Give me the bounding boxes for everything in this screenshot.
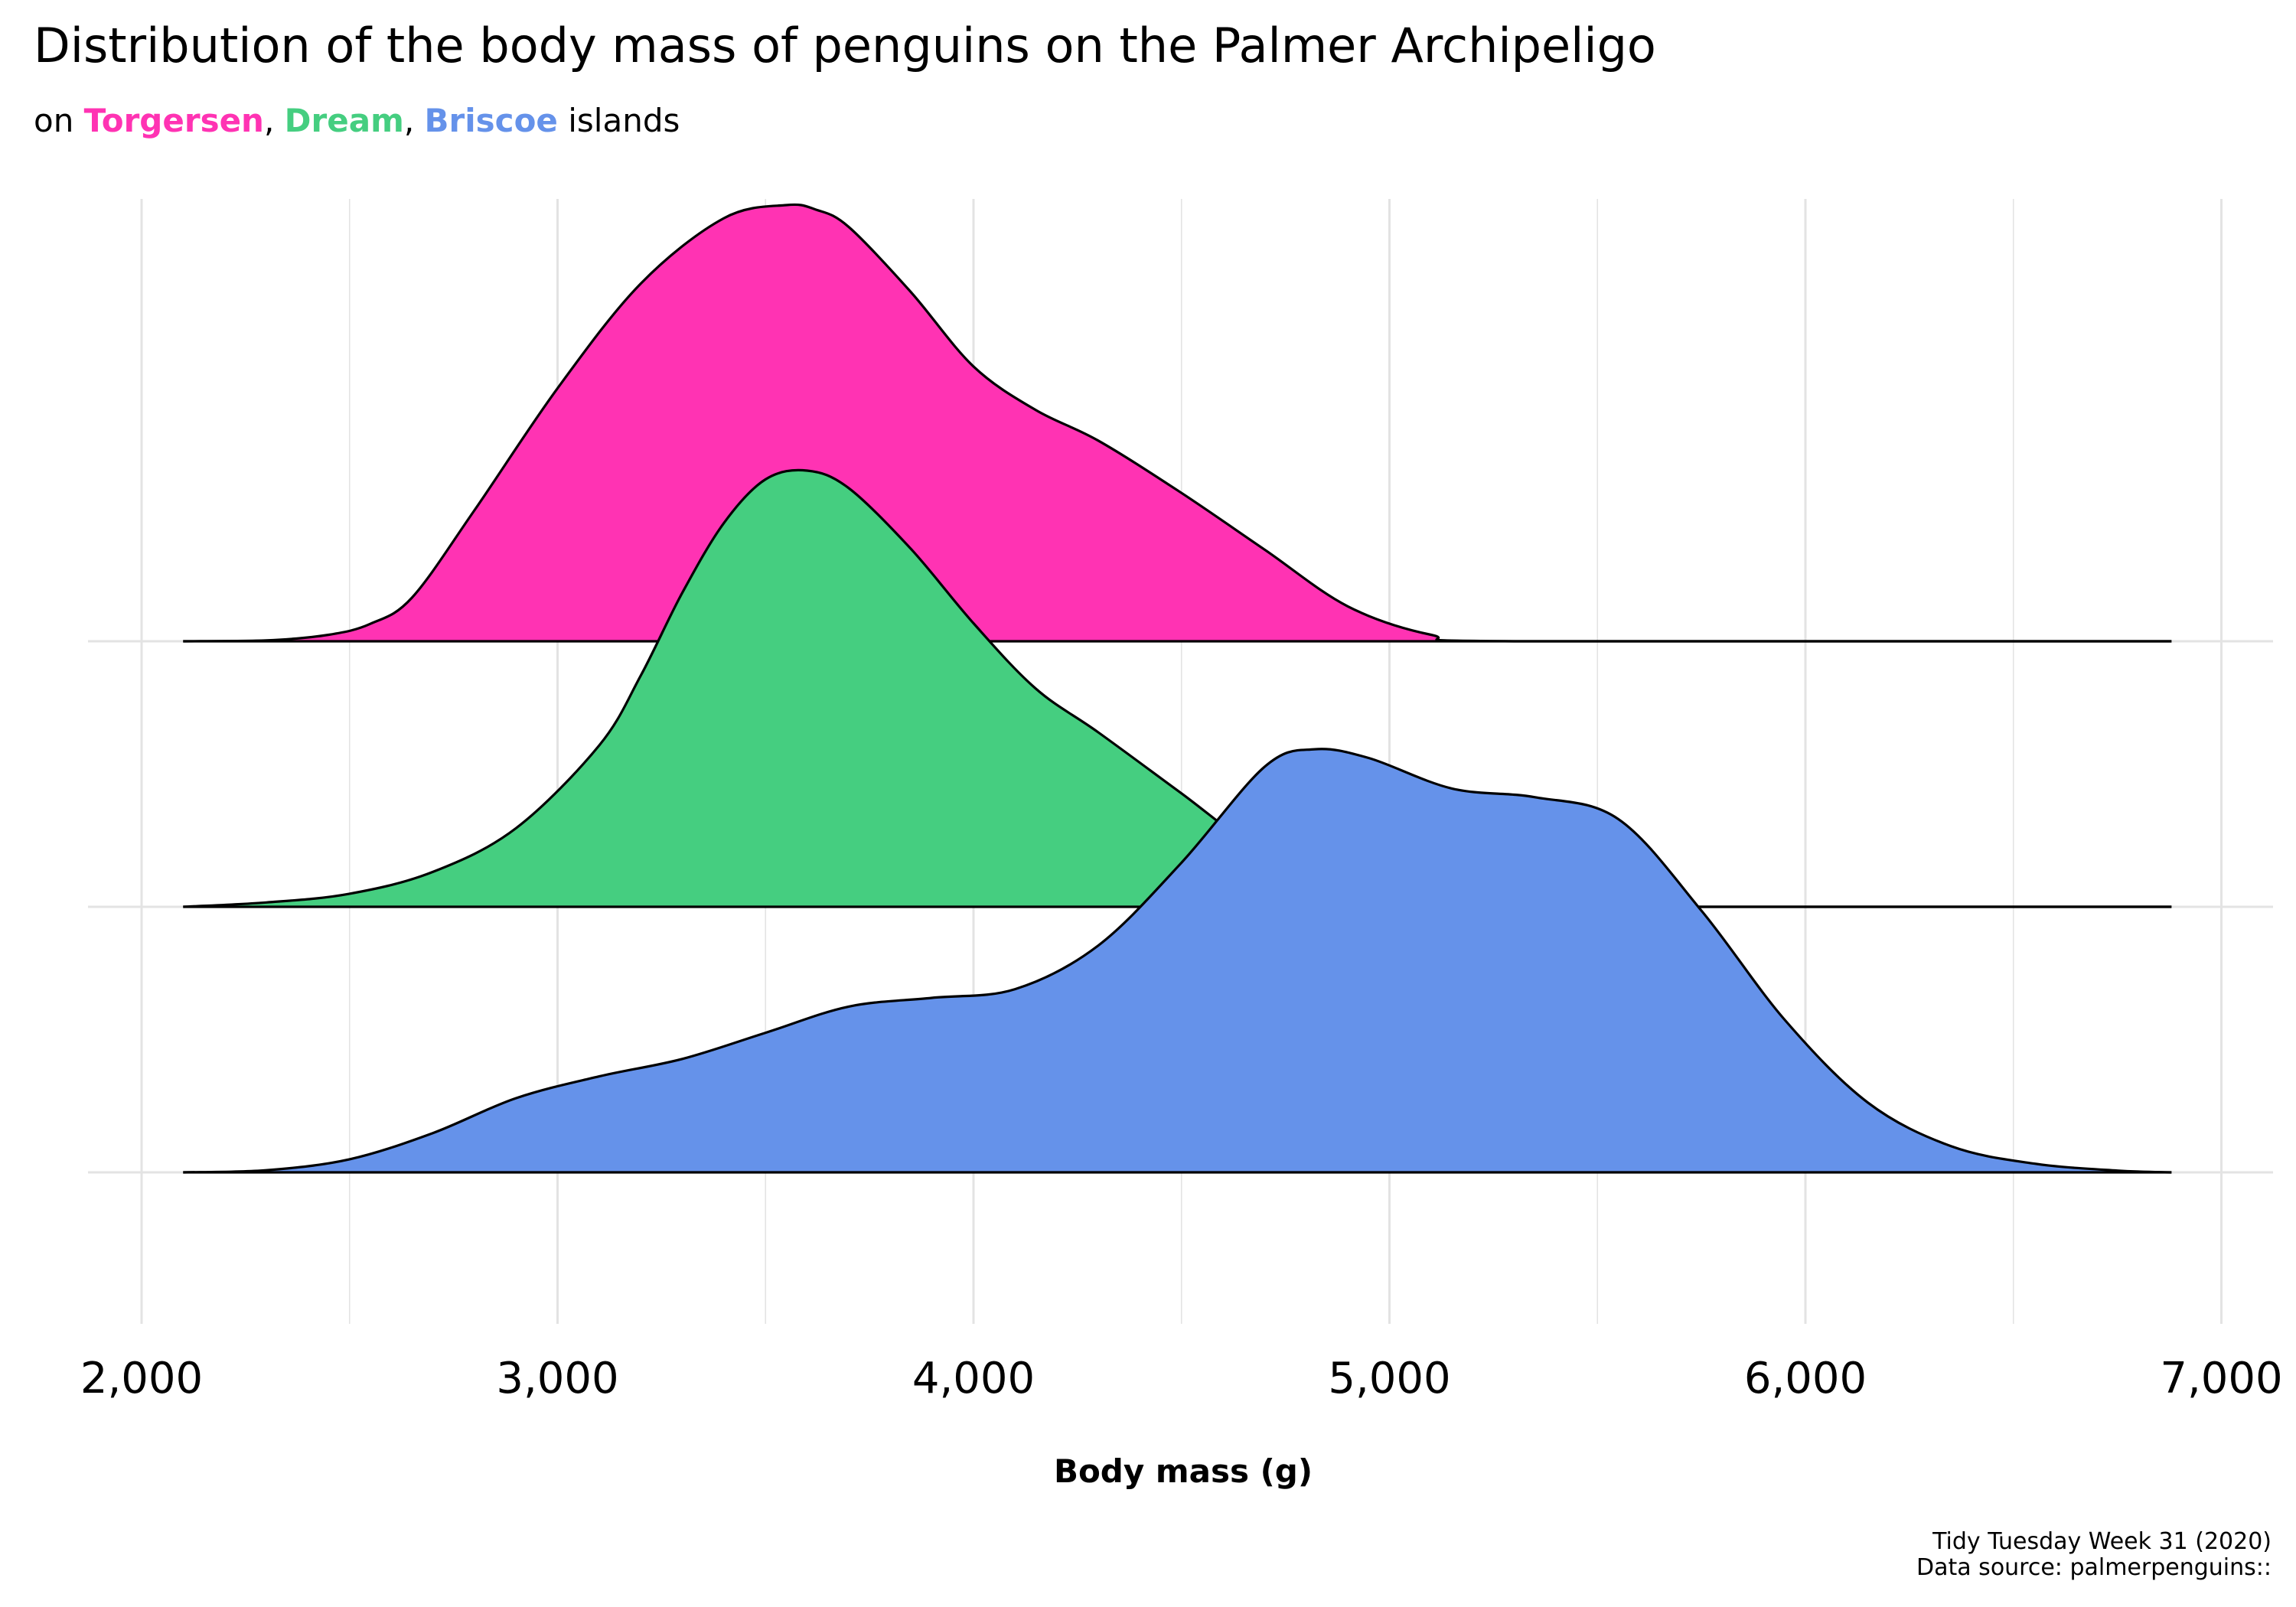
x-tick-label: 5,000 (1328, 1354, 1450, 1403)
x-tick-label: 4,000 (912, 1354, 1035, 1403)
subtitle-separator: , (263, 102, 285, 139)
x-tick-label: 3,000 (496, 1354, 618, 1403)
ridge-outline-torgersen (183, 203, 2172, 643)
ridge-outline-briscoe (183, 748, 2172, 1174)
chart-subtitle: on Torgersen, Dream, Briscoe islands (34, 96, 680, 145)
x-axis-label: Body mass (g) (1054, 1452, 1313, 1490)
subtitle-island-briscoe: Briscoe (424, 102, 558, 139)
ridge-area-dream (183, 470, 2172, 907)
x-tick-label: 6,000 (1744, 1354, 1867, 1403)
x-tick-label: 2,000 (80, 1354, 203, 1403)
ridge-area-briscoe (183, 748, 2172, 1172)
subtitle-separator: , (403, 102, 425, 139)
ridge-area-torgersen (183, 204, 2172, 641)
x-tick-label: 7,000 (2160, 1354, 2282, 1403)
chart-title: Distribution of the body mass of penguin… (34, 18, 1656, 73)
caption-line-1: Tidy Tuesday Week 31 (2020) (1932, 1528, 2272, 1555)
density-ridges (183, 203, 2172, 1174)
subtitle-island-dream: Dream (284, 102, 404, 139)
caption-line-2: Data source: palmerpenguins:: (1916, 1554, 2272, 1581)
chart-caption: Tidy Tuesday Week 31 (2020) Data source:… (1916, 1529, 2272, 1581)
subtitle-prefix: on (34, 102, 84, 139)
x-axis-ticks: 2,000 3,000 4,000 5,000 6,000 7,000 (80, 1354, 2283, 1403)
subtitle-suffix: islands (557, 102, 680, 139)
subtitle-island-torgersen: Torgersen (83, 102, 264, 139)
